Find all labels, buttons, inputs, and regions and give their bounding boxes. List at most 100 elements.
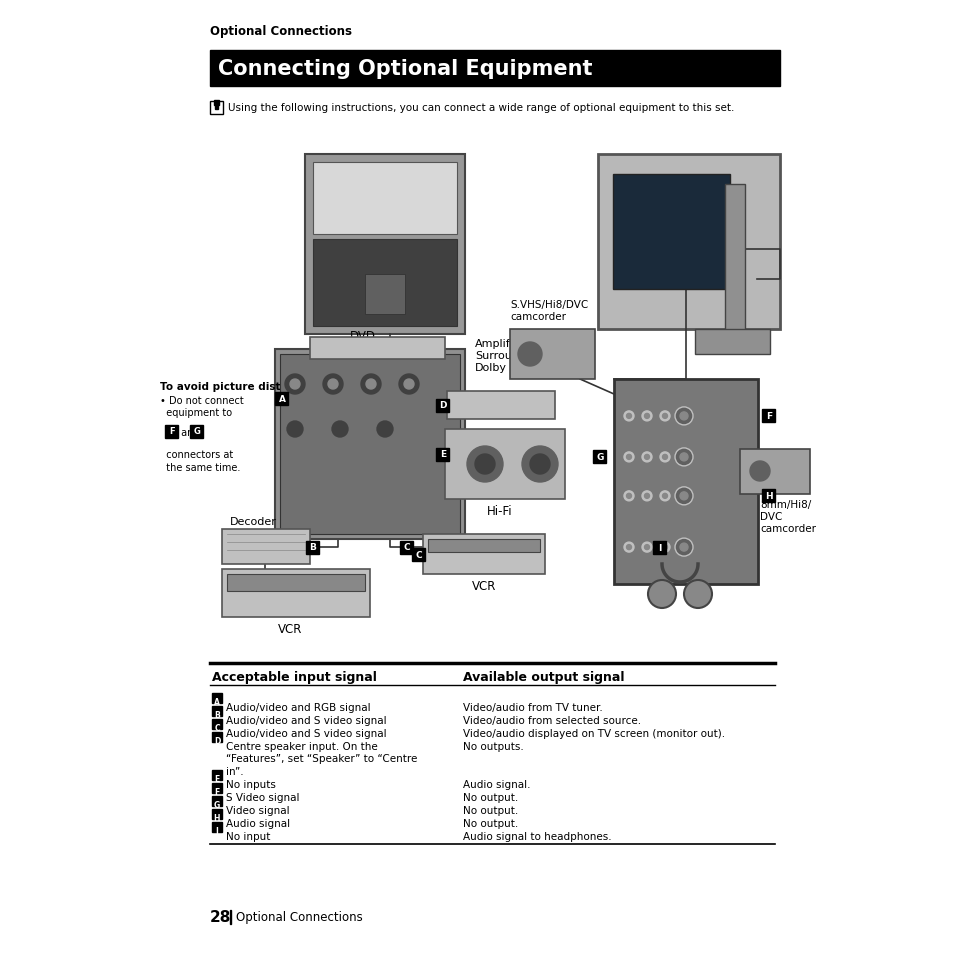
Bar bbox=[436, 448, 449, 461]
Circle shape bbox=[675, 487, 692, 505]
Text: Amplifier: Amplifier bbox=[475, 338, 525, 349]
Bar bbox=[761, 410, 775, 423]
Text: F: F bbox=[214, 788, 219, 797]
Circle shape bbox=[661, 414, 667, 419]
Circle shape bbox=[376, 421, 393, 437]
Text: Audio/video and S video signal: Audio/video and S video signal bbox=[226, 716, 386, 725]
Circle shape bbox=[641, 542, 651, 553]
Bar bbox=[212, 706, 222, 717]
Circle shape bbox=[641, 492, 651, 501]
Text: F: F bbox=[765, 412, 771, 421]
Circle shape bbox=[679, 493, 687, 500]
Circle shape bbox=[683, 580, 711, 608]
Text: C: C bbox=[214, 723, 219, 733]
Circle shape bbox=[623, 542, 634, 553]
Text: F: F bbox=[169, 427, 174, 436]
Bar bbox=[614, 379, 758, 584]
Circle shape bbox=[659, 412, 669, 421]
Circle shape bbox=[285, 375, 305, 395]
Circle shape bbox=[749, 461, 769, 481]
Text: camcorder: camcorder bbox=[760, 523, 815, 534]
Text: Audio signal.: Audio signal. bbox=[462, 780, 530, 789]
Text: D: D bbox=[213, 737, 220, 745]
Bar bbox=[227, 575, 365, 592]
Bar bbox=[510, 330, 595, 379]
Bar bbox=[212, 822, 222, 832]
Circle shape bbox=[675, 408, 692, 425]
Bar bbox=[212, 732, 222, 742]
Circle shape bbox=[626, 545, 631, 550]
Bar bbox=[653, 541, 666, 554]
Bar bbox=[280, 355, 459, 535]
Text: E: E bbox=[214, 775, 219, 783]
Text: VCR: VCR bbox=[277, 622, 302, 636]
Bar bbox=[310, 337, 444, 359]
Text: Video/audio from TV tuner.: Video/audio from TV tuner. bbox=[462, 702, 602, 712]
Bar bbox=[165, 425, 178, 438]
Text: I: I bbox=[658, 543, 661, 552]
Circle shape bbox=[398, 375, 418, 395]
Bar bbox=[214, 106, 218, 110]
Text: H: H bbox=[764, 492, 772, 501]
Circle shape bbox=[644, 545, 649, 550]
Bar bbox=[593, 451, 606, 464]
Circle shape bbox=[644, 414, 649, 419]
Text: VCR: VCR bbox=[472, 579, 496, 593]
Circle shape bbox=[659, 492, 669, 501]
Text: • Do not connect
  equipment to: • Do not connect equipment to bbox=[160, 395, 244, 418]
Bar bbox=[212, 809, 222, 820]
Circle shape bbox=[659, 453, 669, 462]
Text: camcorder: camcorder bbox=[510, 312, 565, 322]
Circle shape bbox=[644, 494, 649, 498]
Text: D: D bbox=[438, 401, 446, 410]
Bar bbox=[313, 163, 456, 234]
Circle shape bbox=[626, 414, 631, 419]
Circle shape bbox=[623, 492, 634, 501]
Circle shape bbox=[623, 412, 634, 421]
Text: Using the following instructions, you can connect a wide range of optional equip: Using the following instructions, you ca… bbox=[228, 103, 734, 112]
Bar bbox=[740, 450, 809, 495]
Text: E: E bbox=[439, 450, 446, 459]
Bar bbox=[422, 535, 544, 575]
Bar bbox=[444, 430, 564, 499]
Circle shape bbox=[626, 494, 631, 498]
Text: G: G bbox=[213, 801, 220, 810]
Text: I: I bbox=[215, 826, 218, 836]
Text: Audio signal to headphones.: Audio signal to headphones. bbox=[462, 831, 611, 841]
Text: Video/audio displayed on TV screen (monitor out).: Video/audio displayed on TV screen (moni… bbox=[462, 728, 724, 739]
Circle shape bbox=[675, 538, 692, 557]
Circle shape bbox=[521, 447, 558, 482]
Text: Optional Connections: Optional Connections bbox=[210, 25, 352, 38]
Bar bbox=[275, 392, 288, 405]
Circle shape bbox=[467, 447, 502, 482]
Bar bbox=[274, 350, 464, 539]
Bar bbox=[212, 783, 222, 793]
Text: Audio/video and S video signal: Audio/video and S video signal bbox=[226, 728, 386, 739]
Text: No output.: No output. bbox=[462, 805, 517, 815]
Bar bbox=[724, 185, 744, 350]
Text: DVC: DVC bbox=[760, 512, 781, 521]
Text: Centre speaker input. On the
“Features”, set “Speaker” to “Centre
in”.: Centre speaker input. On the “Features”,… bbox=[226, 741, 417, 776]
Circle shape bbox=[679, 454, 687, 461]
Bar bbox=[428, 539, 539, 553]
Text: 8mm/Hi8/: 8mm/Hi8/ bbox=[760, 499, 810, 510]
Text: Surround: Surround bbox=[475, 351, 525, 360]
Text: No inputs: No inputs bbox=[226, 780, 275, 789]
Text: 28: 28 bbox=[210, 909, 232, 924]
Circle shape bbox=[679, 543, 687, 552]
Circle shape bbox=[290, 379, 299, 390]
Bar bbox=[212, 796, 222, 806]
Circle shape bbox=[517, 343, 541, 367]
Text: Optional Connections: Optional Connections bbox=[235, 910, 362, 923]
Bar bbox=[306, 541, 319, 554]
Circle shape bbox=[661, 455, 667, 460]
Circle shape bbox=[675, 449, 692, 466]
Circle shape bbox=[641, 453, 651, 462]
Text: Dolby: Dolby bbox=[475, 363, 506, 373]
Bar bbox=[447, 392, 555, 419]
Text: Available output signal: Available output signal bbox=[462, 671, 624, 684]
Bar bbox=[230, 910, 232, 924]
Text: C: C bbox=[403, 543, 410, 552]
Text: C: C bbox=[416, 550, 422, 558]
Text: S Video signal: S Video signal bbox=[226, 792, 299, 802]
